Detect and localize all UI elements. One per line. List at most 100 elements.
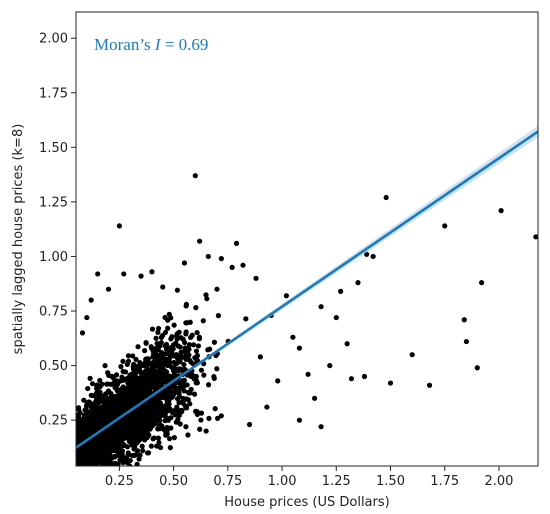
cluster-point	[125, 450, 131, 456]
cluster-point	[96, 450, 102, 457]
cluster-point	[134, 383, 140, 389]
cluster-point	[81, 479, 86, 484]
cluster-point	[129, 452, 135, 459]
cluster-point	[98, 467, 103, 472]
cluster-point	[111, 429, 117, 435]
data-point	[84, 314, 90, 321]
cluster-point	[194, 409, 200, 415]
cluster-point	[87, 472, 92, 477]
cluster-point	[140, 448, 146, 454]
cluster-point	[131, 446, 137, 452]
data-point	[95, 271, 101, 277]
cluster-point	[149, 404, 155, 410]
cluster-point	[113, 435, 119, 442]
cluster-point	[137, 452, 143, 458]
cluster-point	[89, 381, 96, 387]
cluster-point	[117, 440, 123, 446]
cluster-point	[148, 390, 154, 396]
cluster-point	[94, 459, 101, 465]
data-point	[218, 413, 224, 419]
cluster-point	[178, 383, 184, 389]
cluster-point	[90, 467, 95, 472]
cluster-point	[174, 336, 180, 342]
cluster-point	[129, 438, 135, 445]
cluster-point	[76, 424, 82, 430]
cluster-point	[144, 356, 150, 362]
cluster-point	[167, 445, 173, 451]
cluster-point	[145, 422, 151, 428]
cluster-point	[102, 445, 108, 451]
cluster-point	[85, 399, 91, 405]
cluster-point	[103, 391, 109, 397]
cluster-point	[180, 399, 186, 405]
cluster-point	[108, 468, 113, 473]
y-axis: 0.25 0.50 0.75 1.00 1.25 1.50 1.75 2.00	[39, 32, 76, 429]
cluster-point	[142, 348, 148, 354]
cluster-point	[125, 353, 132, 359]
cluster-point	[214, 415, 221, 421]
cluster-point	[168, 415, 174, 421]
data-point	[498, 208, 504, 214]
cluster-point	[113, 421, 120, 427]
cluster-point	[83, 430, 89, 437]
cluster-point	[205, 347, 211, 353]
cluster-point	[89, 469, 94, 474]
cluster-point	[122, 456, 129, 462]
x-tick-label: 2.00	[484, 474, 513, 489]
cluster-point	[121, 376, 127, 382]
cluster-point	[186, 357, 193, 363]
cluster-point	[140, 392, 146, 399]
data-point	[296, 417, 303, 423]
cluster-point	[159, 467, 164, 472]
cluster-point	[81, 477, 86, 482]
data-point	[88, 297, 94, 303]
cluster-point	[113, 372, 120, 378]
cluster-point	[105, 397, 111, 404]
cluster-point	[157, 417, 163, 424]
cluster-point	[198, 417, 204, 423]
data-point	[355, 280, 361, 286]
cluster-point	[100, 411, 106, 417]
cluster-point	[95, 468, 100, 473]
cluster-point	[76, 473, 81, 478]
data-point	[327, 362, 333, 369]
cluster-point	[154, 410, 160, 416]
cluster-point	[81, 424, 88, 430]
plot-marks	[76, 125, 538, 485]
cluster-point	[87, 468, 92, 473]
cluster-point	[97, 437, 103, 444]
cluster-point	[88, 392, 94, 398]
cluster-point	[130, 414, 136, 420]
cluster-point	[197, 426, 203, 432]
cluster-point	[87, 375, 93, 381]
cluster-point	[91, 476, 96, 481]
cluster-point	[85, 480, 90, 485]
cluster-point	[86, 468, 91, 473]
data-point	[160, 284, 166, 290]
cluster-point	[81, 469, 86, 474]
cluster-point	[77, 437, 83, 443]
cluster-point	[137, 375, 143, 381]
cluster-point	[164, 317, 171, 323]
cluster-point	[99, 404, 105, 410]
cluster-point	[168, 336, 174, 342]
cluster-point	[146, 367, 152, 373]
cluster-point	[151, 435, 157, 441]
cluster-point	[84, 409, 90, 415]
cluster-point	[93, 437, 99, 443]
cluster-point	[88, 409, 94, 416]
cluster-point	[120, 358, 126, 364]
cluster-point	[181, 366, 187, 372]
y-tick-label: 0.50	[39, 359, 68, 374]
cluster-point	[198, 367, 205, 373]
cluster-point	[206, 415, 212, 421]
cluster-point	[191, 342, 197, 348]
cluster-point	[168, 364, 175, 370]
plot-area	[76, 125, 538, 485]
cluster-point	[87, 468, 92, 473]
cluster-point	[102, 363, 108, 369]
cluster-point	[200, 318, 206, 324]
cluster-point	[173, 367, 179, 373]
cluster-point	[152, 371, 158, 378]
data-point	[383, 194, 389, 201]
